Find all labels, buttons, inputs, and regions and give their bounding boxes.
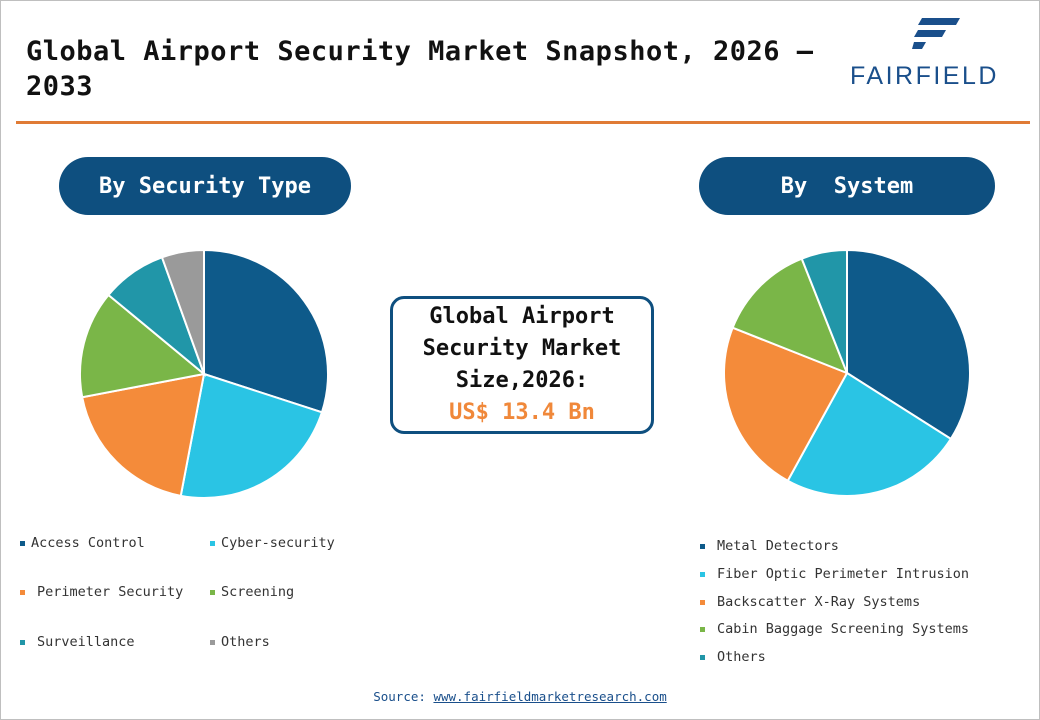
legend-label: Others bbox=[717, 649, 766, 665]
legend-swatch bbox=[210, 589, 215, 595]
legend-swatch bbox=[700, 654, 705, 660]
legend-swatch bbox=[210, 639, 215, 645]
legend-item-backscatter: Backscatter X-Ray Systems bbox=[700, 594, 920, 610]
pie-slice-access-control bbox=[203, 248, 329, 414]
pie-slice-others bbox=[160, 248, 205, 375]
system-heading: By System bbox=[699, 157, 995, 215]
title-divider bbox=[16, 121, 1030, 124]
pie-slice-others bbox=[800, 248, 848, 374]
legend-item-perimeter-security: Perimeter Security bbox=[20, 584, 183, 600]
market-size-label: Global Airport Security Market Size,2026… bbox=[422, 304, 622, 393]
legend-item-others: Others bbox=[210, 634, 270, 650]
legend-item-cyber-security: Cyber-security bbox=[210, 535, 335, 551]
page-title: Global Airport Security Market Snapshot,… bbox=[26, 36, 814, 102]
legend-swatch bbox=[700, 626, 705, 632]
legend-label: Others bbox=[221, 634, 270, 650]
legend-swatch bbox=[20, 589, 25, 595]
fairfield-logo: FAIRFIELD bbox=[850, 18, 1025, 90]
legend-item-metal-detectors: Metal Detectors bbox=[700, 538, 839, 554]
legend-swatch bbox=[20, 540, 25, 546]
source-link[interactable]: www.fairfieldmarketresearch.com bbox=[433, 689, 667, 704]
system-pie-chart bbox=[723, 248, 971, 497]
legend-item-access-control: Access Control bbox=[20, 535, 145, 551]
pie-slice-cabin-baggage-screening-systems bbox=[731, 257, 849, 375]
source-footer: Source: www.fairfieldmarketresearch.com bbox=[0, 689, 1040, 704]
legend-swatch bbox=[20, 639, 25, 645]
security-type-heading: By Security Type bbox=[59, 157, 351, 215]
legend-label: Backscatter X-Ray Systems bbox=[717, 594, 921, 610]
legend-label: Access Control bbox=[31, 535, 145, 551]
market-size-box: Global Airport Security Market Size,2026… bbox=[390, 296, 654, 434]
legend-swatch bbox=[700, 543, 705, 549]
security-type-pie-chart bbox=[79, 248, 329, 499]
pie-slice-perimeter-security bbox=[81, 372, 206, 497]
legend-item-system-others: Others bbox=[700, 649, 766, 665]
legend-item-cabin-baggage: Cabin Baggage Screening Systems bbox=[700, 621, 969, 637]
pie-slice-fiber-optic-perimeter-intrusion bbox=[786, 371, 953, 497]
legend-label: Fiber Optic Perimeter Intrusion bbox=[717, 566, 969, 582]
legend-label: Cabin Baggage Screening Systems bbox=[717, 621, 969, 637]
legend-swatch bbox=[700, 599, 705, 605]
pie-slice-backscatter-x-ray-systems bbox=[723, 326, 849, 483]
legend-swatch bbox=[700, 571, 705, 577]
legend-item-surveillance: Surveillance bbox=[20, 634, 135, 650]
legend-label: Perimeter Security bbox=[37, 584, 184, 600]
legend-label: Surveillance bbox=[37, 634, 135, 650]
market-size-value: US$ 13.4 Bn bbox=[449, 400, 595, 425]
logo-wordmark: FAIRFIELD bbox=[850, 62, 999, 90]
pie-slice-cyber-security bbox=[179, 372, 324, 499]
legend-swatch bbox=[210, 540, 215, 546]
legend-item-fiber-optic: Fiber Optic Perimeter Intrusion bbox=[700, 566, 969, 582]
legend-label: Screening bbox=[221, 584, 295, 600]
fairfield-logo-icon bbox=[912, 18, 960, 49]
legend-item-screening: Screening bbox=[210, 584, 294, 600]
pie-slice-screening bbox=[79, 293, 207, 399]
legend-label: Metal Detectors bbox=[717, 538, 839, 554]
source-label: Source: bbox=[373, 689, 426, 704]
legend-label: Cyber-security bbox=[221, 535, 335, 551]
